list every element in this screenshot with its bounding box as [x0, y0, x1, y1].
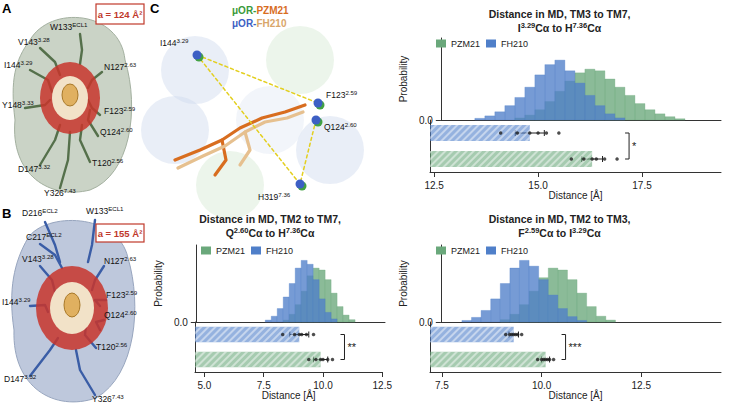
svg-text:Probability: Probability: [153, 260, 164, 307]
svg-text:C217ECL2: C217ECL2: [26, 231, 62, 242]
svg-text:10.0: 10.0: [313, 380, 333, 391]
svg-text:D1473.32: D1473.32: [18, 163, 51, 174]
svg-text:Probability: Probability: [398, 56, 409, 103]
svg-text:Q1242.60: Q1242.60: [104, 309, 137, 320]
svg-text:Distance [Å]: Distance [Å]: [549, 189, 603, 201]
svg-text:7.5: 7.5: [257, 380, 271, 391]
svg-text:FH210: FH210: [266, 246, 293, 256]
svg-text:3.29: 3.29: [521, 21, 536, 30]
svg-text:7.36: 7.36: [573, 21, 588, 30]
svg-text:FH210: FH210: [501, 39, 528, 49]
svg-text:a = 155 Å²: a = 155 Å²: [98, 228, 143, 239]
svg-text:H3197.36: H3197.36: [258, 191, 291, 202]
svg-text:2.59: 2.59: [525, 226, 540, 235]
svg-text:15.0: 15.0: [528, 180, 548, 191]
svg-text:V1433.28: V1433.28: [18, 36, 50, 47]
svg-text:W133ECL1: W133ECL1: [50, 21, 88, 32]
svg-text:12.5: 12.5: [373, 380, 393, 391]
svg-text:Distance in MD, TM3 to TM7,: Distance in MD, TM3 to TM7,: [489, 8, 631, 20]
svg-text:Q1242.60: Q1242.60: [324, 121, 357, 132]
svg-text:D1473.32: D1473.32: [4, 373, 37, 384]
svg-text:B: B: [2, 206, 11, 221]
svg-text:F1232.59: F1232.59: [106, 289, 138, 300]
svg-text:Cα to H: Cα to H: [248, 227, 285, 239]
svg-text:10.0: 10.0: [532, 380, 552, 391]
svg-text:PZM21: PZM21: [451, 39, 480, 49]
svg-text:W133ECL1: W133ECL1: [86, 205, 124, 216]
svg-text:Distance [Å]: Distance [Å]: [262, 389, 316, 401]
svg-text:N1272.63: N1272.63: [104, 61, 137, 72]
svg-text:3.29: 3.29: [572, 226, 587, 235]
svg-text:Cα: Cα: [587, 227, 602, 239]
svg-text:0.0: 0.0: [174, 317, 188, 328]
svg-text:*: *: [632, 140, 637, 152]
svg-text:A: A: [2, 1, 12, 16]
svg-text:Cα to I: Cα to I: [539, 227, 572, 239]
svg-text:I1443.29: I1443.29: [160, 37, 189, 48]
svg-text:F1232.59: F1232.59: [326, 89, 358, 100]
svg-text:Distance in MD, TM2 to TM3,: Distance in MD, TM2 to TM3,: [489, 213, 631, 225]
svg-text:Cα to H: Cα to H: [535, 22, 572, 34]
svg-text:PZM21: PZM21: [216, 246, 245, 256]
svg-text:μOR-PZM21: μOR-PZM21: [232, 5, 289, 16]
svg-text:a = 124 Å²: a = 124 Å²: [98, 9, 143, 20]
svg-text:Q1242.60: Q1242.60: [100, 126, 133, 137]
svg-text:V1433.28: V1433.28: [22, 253, 54, 264]
svg-text:Probability: Probability: [398, 260, 409, 307]
svg-text:Cα: Cα: [300, 227, 315, 239]
svg-text:Cα: Cα: [587, 22, 602, 34]
svg-text:**: **: [347, 341, 356, 353]
svg-text:T1202.56: T1202.56: [96, 341, 128, 352]
svg-text:5.0: 5.0: [198, 380, 212, 391]
svg-text:Q: Q: [226, 227, 234, 239]
svg-text:12.5: 12.5: [632, 380, 652, 391]
svg-text:***: ***: [569, 341, 583, 353]
svg-text:PZM21: PZM21: [451, 246, 480, 256]
svg-text:N1272.63: N1272.63: [104, 255, 137, 266]
svg-text:FH210: FH210: [501, 246, 528, 256]
svg-text:17.5: 17.5: [632, 180, 652, 191]
svg-text:C: C: [150, 1, 160, 16]
svg-text:7.5: 7.5: [435, 380, 449, 391]
svg-text:I: I: [517, 22, 521, 34]
svg-text:Y3267.43: Y3267.43: [44, 187, 76, 198]
svg-text:T1202.56: T1202.56: [92, 157, 124, 168]
svg-text:I1443.29: I1443.29: [4, 59, 33, 70]
svg-text:Distance [Å]: Distance [Å]: [549, 389, 603, 401]
svg-text:0.0: 0.0: [419, 115, 433, 126]
svg-text:7.36: 7.36: [286, 226, 301, 235]
svg-text:12.5: 12.5: [424, 180, 444, 191]
svg-text:2.60: 2.60: [234, 226, 249, 235]
svg-text:Y1483.33: Y1483.33: [2, 99, 34, 110]
svg-text:I1443.29: I1443.29: [2, 296, 31, 307]
svg-text:Y3267.43: Y3267.43: [92, 393, 124, 404]
svg-text:μOR-FH210: μOR-FH210: [232, 18, 287, 29]
svg-text:F1232.59: F1232.59: [104, 105, 136, 116]
svg-text:F: F: [518, 227, 525, 239]
svg-text:Distance in MD, TM2 to TM7,: Distance in MD, TM2 to TM7,: [199, 213, 341, 225]
svg-text:0.0: 0.0: [419, 317, 433, 328]
svg-text:D216ECL2: D216ECL2: [22, 207, 58, 218]
